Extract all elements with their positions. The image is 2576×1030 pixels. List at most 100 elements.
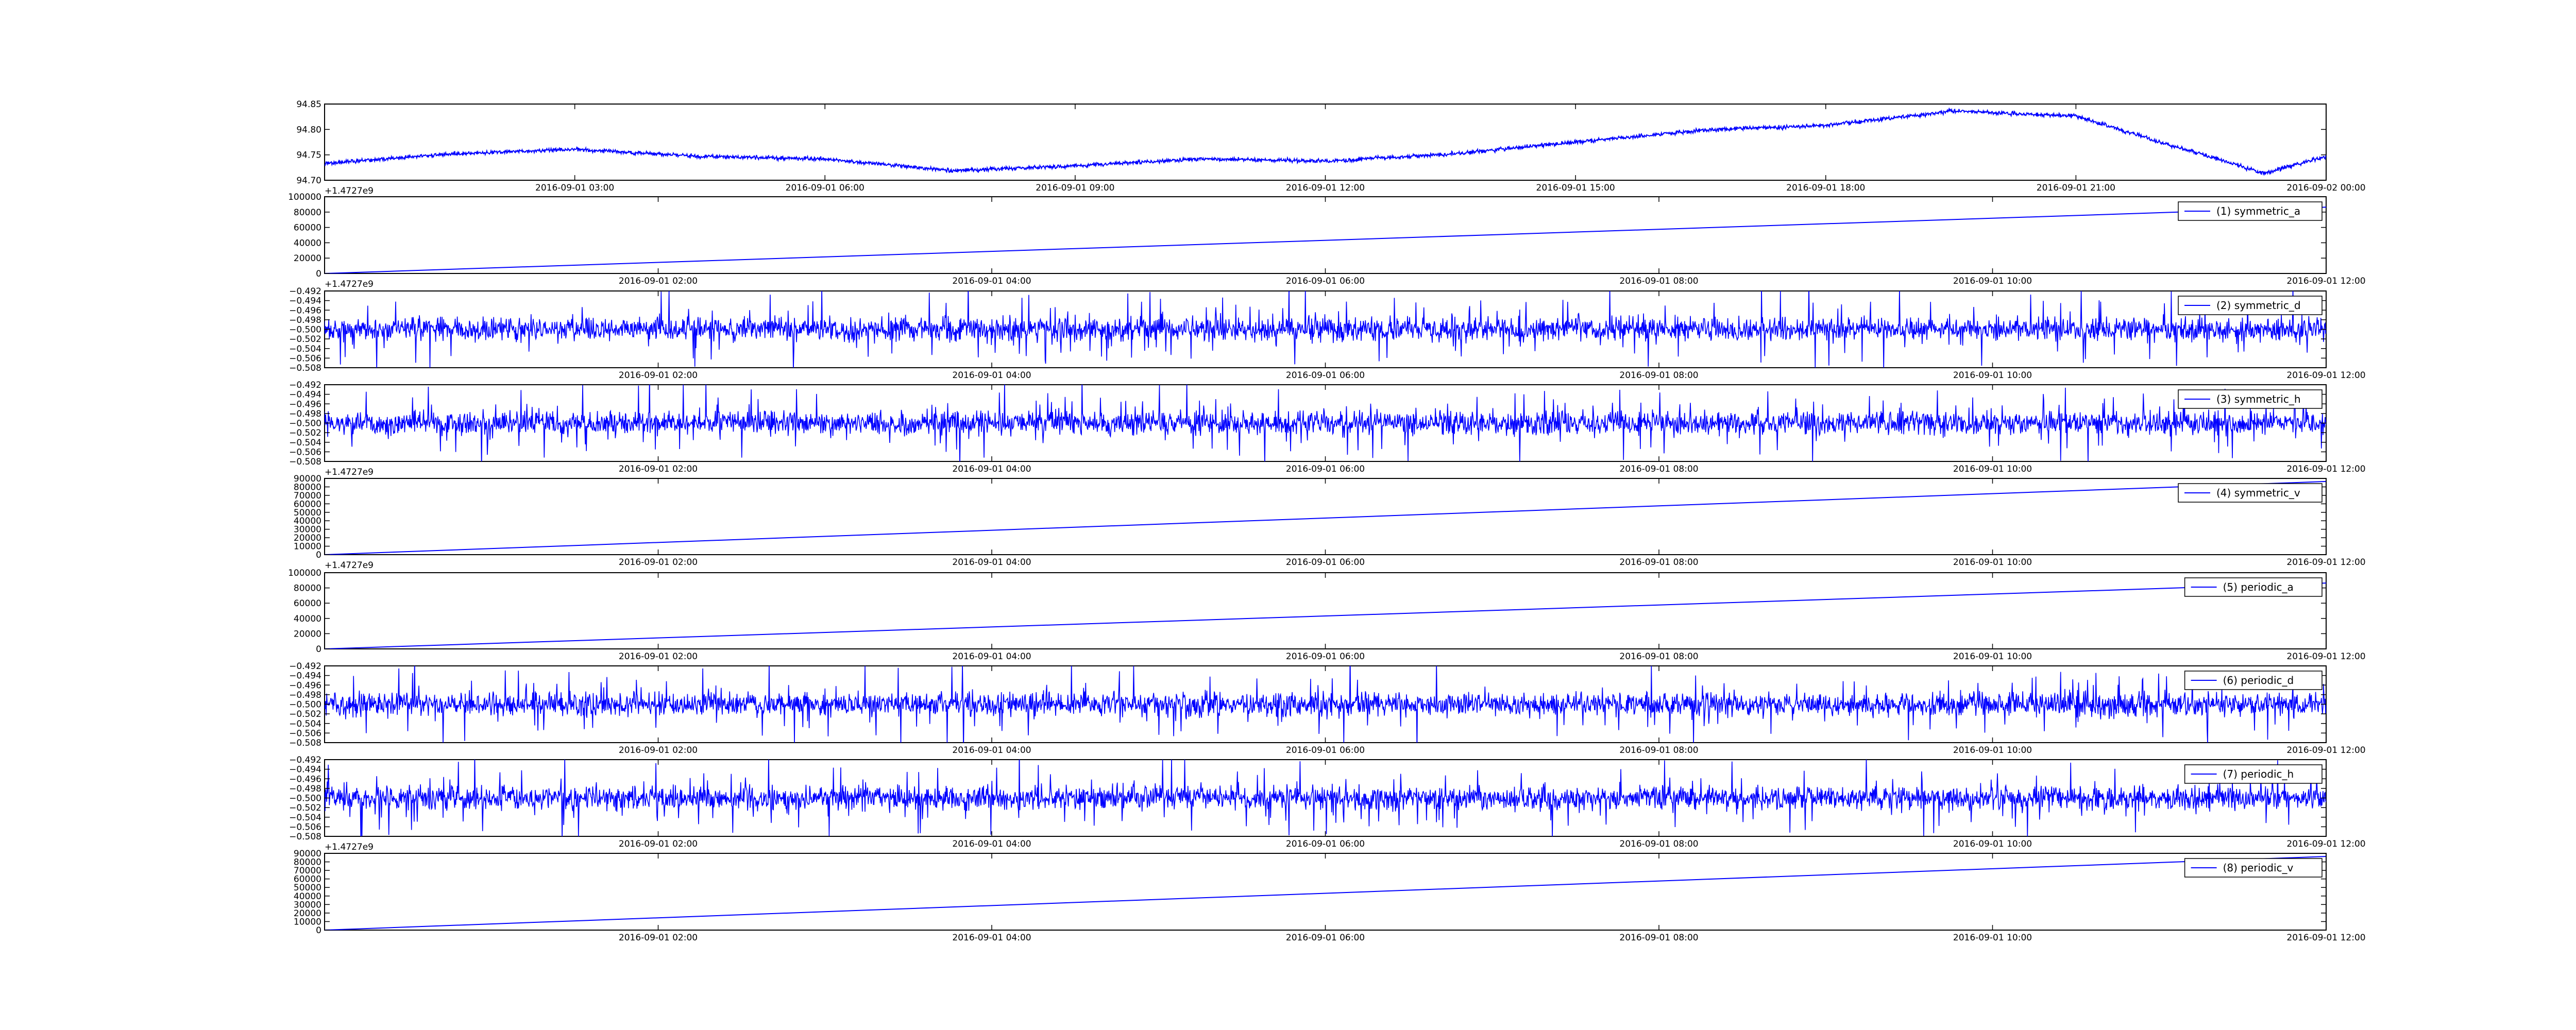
x-tick-label: 2016-09-01 08:00: [1619, 557, 1698, 568]
x-tick-label: 2016-09-01 04:00: [952, 839, 1031, 849]
x-tick-label: 2016-09-01 02:00: [619, 557, 698, 568]
legend-label: (7) periodic_h: [2223, 768, 2294, 780]
y-tick-label: 90000: [294, 849, 321, 859]
y-tick-label: 50000: [294, 883, 321, 893]
x-tick-label: 2016-09-01 08:00: [1619, 370, 1698, 381]
y-tick-label: 70000: [294, 866, 321, 876]
y-tick-label: −0.492: [289, 286, 321, 297]
x-tick-label: 2016-09-01 12:00: [2286, 370, 2365, 381]
x-tick-label: 2016-09-01 04:00: [952, 651, 1031, 662]
y-tick-label: 40000: [294, 238, 321, 248]
series-line: [325, 107, 2326, 176]
series-line: [325, 666, 2326, 743]
subplot-6: −0.508−0.506−0.504−0.502−0.500−0.498−0.4…: [289, 661, 2366, 756]
y-tick-label: −0.502: [289, 428, 321, 438]
series-line: [325, 385, 2326, 461]
y-tick-label: 94.70: [296, 176, 321, 186]
x-tick-label: 2016-09-01 06:00: [1286, 651, 1365, 662]
x-tick-label: 2016-09-01 02:00: [619, 839, 698, 849]
x-tick-label: 2016-09-01 12:00: [2286, 839, 2365, 849]
y-tick-label: −0.494: [289, 390, 321, 400]
x-tick-label: 2016-09-01 02:00: [619, 933, 698, 943]
x-tick-label: 2016-09-01 04:00: [952, 276, 1031, 286]
y-tick-label: 60000: [294, 499, 321, 509]
x-tick-label: 2016-09-01 02:00: [619, 651, 698, 662]
x-tick-label: 2016-09-01 02:00: [619, 370, 698, 381]
x-tick-label: 2016-09-01 04:00: [952, 370, 1031, 381]
x-tick-label: 2016-09-01 02:00: [619, 745, 698, 756]
y-tick-label: −0.506: [289, 822, 321, 832]
y-tick-label: 94.80: [296, 125, 321, 135]
y-tick-label: −0.506: [289, 353, 321, 364]
subplot-8: 0100002000030000400005000060000700008000…: [294, 849, 2366, 943]
y-tick-label: −0.500: [289, 325, 321, 335]
y-tick-label: −0.492: [289, 380, 321, 390]
x-tick-label: 2016-09-01 04:00: [952, 557, 1031, 568]
y-tick-label: −0.494: [289, 296, 321, 306]
y-tick-label: 0: [316, 550, 321, 560]
x-tick-label: 2016-09-01 10:00: [1953, 276, 2032, 286]
y-tick-label: 10000: [294, 917, 321, 927]
y-tick-label: 70000: [294, 491, 321, 501]
y-tick-label: 20000: [294, 908, 321, 919]
y-tick-label: −0.494: [289, 765, 321, 775]
x-tick-label: 2016-09-01 02:00: [619, 464, 698, 474]
subplot-4: 0100002000030000400005000060000700008000…: [294, 474, 2366, 571]
x-tick-label: 2016-09-01 04:00: [952, 464, 1031, 474]
y-tick-label: −0.506: [289, 447, 321, 457]
x-offset-label: +1.4727e9: [325, 842, 374, 852]
x-tick-label: 2016-09-01 12:00: [2286, 557, 2365, 568]
y-tick-label: 100000: [288, 568, 321, 578]
x-offset-label: +1.4727e9: [325, 279, 374, 289]
y-tick-label: −0.498: [289, 409, 321, 419]
y-tick-label: 0: [316, 269, 321, 279]
x-tick-label: 2016-09-01 12:00: [1286, 183, 1365, 193]
x-tick-label: 2016-09-01 12:00: [2286, 464, 2365, 474]
y-tick-label: 80000: [294, 482, 321, 492]
series-line: [325, 480, 2326, 555]
y-tick-label: −0.500: [289, 419, 321, 429]
x-tick-label: 2016-09-01 10:00: [1953, 557, 2032, 568]
y-tick-label: −0.494: [289, 671, 321, 681]
y-tick-label: 20000: [294, 533, 321, 543]
y-tick-label: 20000: [294, 629, 321, 639]
axes-frame: [324, 196, 2327, 274]
x-offset-label: +1.4727e9: [325, 467, 374, 477]
subplot-7: −0.508−0.506−0.504−0.502−0.500−0.498−0.4…: [289, 755, 2366, 852]
y-tick-label: −0.496: [289, 399, 321, 409]
y-tick-label: −0.498: [289, 784, 321, 794]
subplot-2: −0.508−0.506−0.504−0.502−0.500−0.498−0.4…: [289, 286, 2366, 381]
x-tick-label: 2016-09-02 00:00: [2286, 183, 2365, 193]
x-tick-label: 2016-09-01 12:00: [2286, 276, 2365, 286]
y-tick-label: −0.496: [289, 774, 321, 784]
y-tick-label: −0.502: [289, 334, 321, 345]
y-tick-label: −0.508: [289, 457, 321, 467]
y-tick-label: 0: [316, 644, 321, 655]
x-tick-label: 2016-09-01 06:00: [1286, 933, 1365, 943]
y-tick-label: −0.504: [289, 438, 321, 448]
y-tick-label: 30000: [294, 525, 321, 535]
x-tick-label: 2016-09-01 02:00: [619, 276, 698, 286]
legend-label: (8) periodic_v: [2223, 862, 2294, 874]
legend-label: (4) symmetric_v: [2216, 487, 2300, 499]
x-tick-label: 2016-09-01 06:00: [1286, 745, 1365, 756]
y-tick-label: −0.504: [289, 344, 321, 354]
x-tick-label: 2016-09-01 12:00: [2286, 933, 2365, 943]
y-tick-label: −0.504: [289, 719, 321, 729]
legend-label: (1) symmetric_a: [2216, 205, 2300, 217]
y-tick-label: 80000: [294, 583, 321, 594]
y-tick-label: 0: [316, 925, 321, 936]
y-tick-label: 100000: [288, 192, 321, 202]
y-tick-label: 10000: [294, 542, 321, 552]
x-tick-label: 2016-09-01 10:00: [1953, 933, 2032, 943]
x-tick-label: 2016-09-01 12:00: [2286, 651, 2365, 662]
x-tick-label: 2016-09-01 10:00: [1953, 370, 2032, 381]
x-tick-label: 2016-09-01 04:00: [952, 933, 1031, 943]
x-tick-label: 2016-09-01 09:00: [1036, 183, 1114, 193]
subplot-1: 0 20000 40000 60000 80000 100000 2016-09-01 02…: [288, 192, 2366, 289]
y-tick-label: −0.508: [289, 832, 321, 842]
y-tick-label: 80000: [294, 857, 321, 868]
x-tick-label: 2016-09-01 06:00: [1286, 839, 1365, 849]
y-tick-label: 60000: [294, 598, 321, 609]
x-tick-label: 2016-09-01 04:00: [952, 745, 1031, 756]
